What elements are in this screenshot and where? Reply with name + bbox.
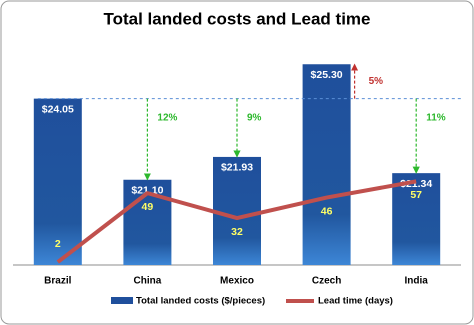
chart-title: Total landed costs and Lead time (103, 9, 370, 28)
annotation: 9% (247, 112, 262, 123)
annotation: 12% (157, 112, 177, 123)
x-tick-label: Mexico (220, 276, 254, 287)
line-value-label: 49 (142, 201, 154, 213)
bar (33, 98, 82, 265)
bar (392, 173, 441, 265)
bar (302, 64, 351, 265)
line-value-label: 2 (55, 238, 61, 250)
line-value-label: 57 (410, 189, 422, 201)
x-tick-label: Brazil (44, 276, 71, 287)
x-tick-label: Czech (312, 276, 341, 287)
legend-label: Lead time (days) (318, 296, 393, 307)
line-value-label: 32 (231, 226, 243, 238)
bar-value-label: $21.93 (221, 162, 253, 174)
line-value-label: 46 (321, 205, 333, 217)
annotation: 11% (426, 112, 446, 123)
x-tick-label: China (134, 276, 162, 287)
bar (213, 156, 261, 265)
bar-value-label: $24.05 (42, 103, 74, 115)
line (56, 179, 417, 264)
legend-swatch (111, 297, 133, 304)
x-tick-label: India (405, 276, 429, 287)
legend-label: Total landed costs ($/pieces) (136, 296, 265, 307)
bar-value-label: $25.30 (311, 69, 343, 81)
annotation: 5% (369, 76, 384, 87)
